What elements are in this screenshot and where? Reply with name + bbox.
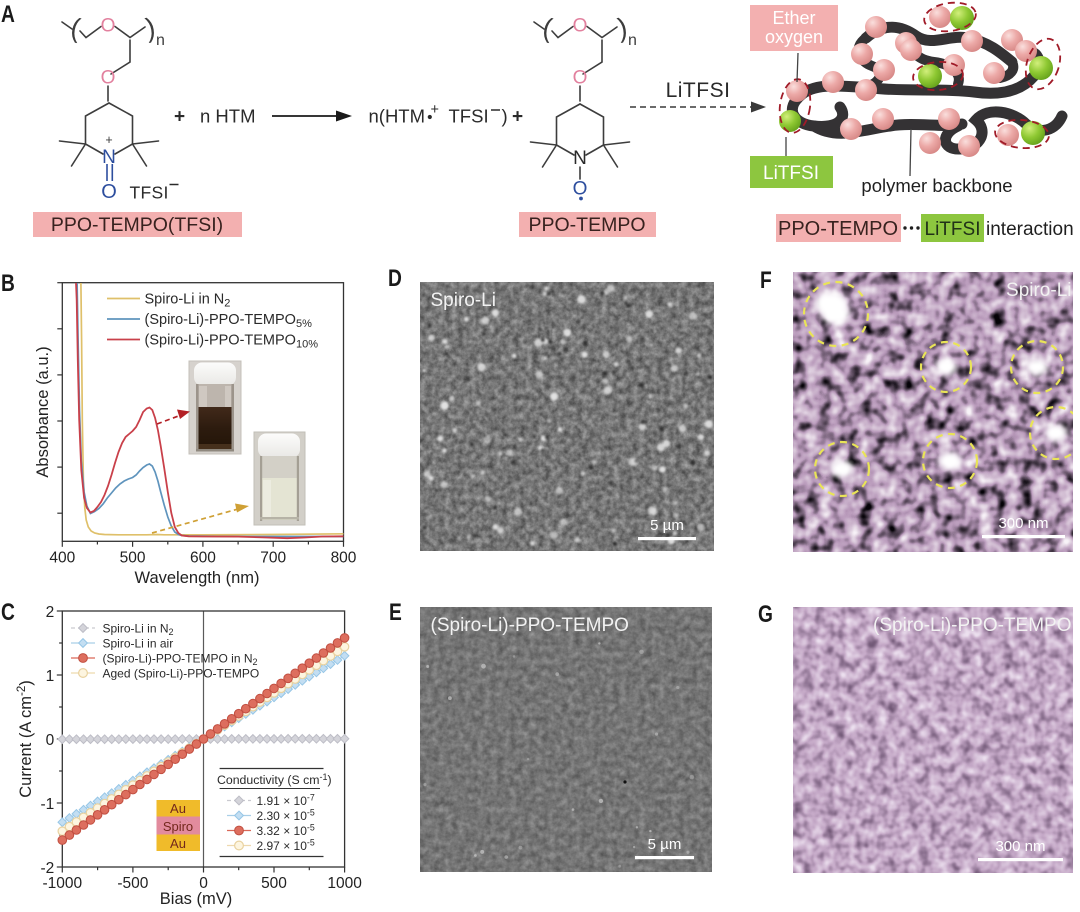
svg-text:(Spiro-Li)-PPO-TEMPO in N2: (Spiro-Li)-PPO-TEMPO in N2: [103, 652, 258, 668]
svg-text:LiTFSI: LiTFSI: [925, 219, 981, 240]
svg-text:O: O: [101, 181, 117, 203]
svg-text:700: 700: [260, 549, 286, 566]
svg-text:polymer backbone: polymer backbone: [861, 175, 1012, 196]
svg-text:5 µm: 5 µm: [650, 517, 684, 534]
svg-text:Spiro-Li in air: Spiro-Li in air: [103, 637, 174, 651]
svg-text:(Spiro-Li)-PPO-TEMPO10%: (Spiro-Li)-PPO-TEMPO10%: [145, 333, 319, 351]
svg-text:-2: -2: [41, 860, 55, 877]
svg-text:Spiro-Li in N2: Spiro-Li in N2: [103, 622, 174, 638]
svg-text:300 nm: 300 nm: [995, 838, 1045, 855]
svg-text:TFSI: TFSI: [449, 106, 489, 127]
svg-text:400: 400: [49, 549, 75, 566]
svg-text:0: 0: [199, 875, 208, 892]
svg-text:PPO-TEMPO: PPO-TEMPO: [528, 214, 645, 236]
svg-text:TFSI: TFSI: [130, 183, 169, 203]
svg-text:800: 800: [331, 549, 357, 566]
svg-text:O: O: [101, 16, 116, 37]
svg-text:Spiro-Li in N2: Spiro-Li in N2: [145, 292, 231, 310]
svg-text:Conductivity (S cm-1): Conductivity (S cm-1): [217, 772, 332, 787]
svg-text:+: +: [174, 107, 185, 128]
svg-text:O: O: [101, 68, 116, 89]
svg-text:N: N: [102, 147, 116, 168]
svg-text:Current (A cm-2): Current (A cm-2): [16, 680, 35, 798]
svg-text:5 µm: 5 µm: [648, 836, 682, 853]
svg-text:interaction: interaction: [986, 219, 1074, 240]
svg-text:Spiro-Li: Spiro-Li: [1006, 280, 1071, 301]
svg-text:PPO-TEMPO: PPO-TEMPO: [778, 218, 898, 240]
svg-text:0: 0: [46, 732, 55, 749]
svg-text:LiTFSI: LiTFSI: [666, 79, 731, 102]
svg-text:500: 500: [120, 549, 146, 566]
svg-text:600: 600: [190, 549, 216, 566]
svg-text:Absorbance (a.u.): Absorbance (a.u.): [34, 346, 52, 477]
svg-text:Au: Au: [170, 836, 186, 851]
svg-text:PPO-TEMPO(TFSI): PPO-TEMPO(TFSI): [51, 214, 223, 236]
svg-text:(Spiro-Li)-PPO-TEMPO: (Spiro-Li)-PPO-TEMPO: [431, 615, 629, 636]
svg-text:n: n: [156, 32, 165, 49]
svg-text:300 nm: 300 nm: [998, 515, 1048, 532]
svg-text:-500: -500: [117, 875, 148, 892]
svg-text:-1000: -1000: [42, 875, 82, 892]
svg-text:+: +: [431, 102, 439, 118]
svg-text:Spiro-Li: Spiro-Li: [431, 290, 496, 311]
svg-text:(Spiro-Li)-PPO-TEMPO5%: (Spiro-Li)-PPO-TEMPO5%: [145, 312, 313, 330]
svg-text:2.97 × 10-5: 2.97 × 10-5: [257, 838, 315, 854]
svg-text:Au: Au: [170, 801, 186, 816]
svg-text:Wavelength (nm): Wavelength (nm): [134, 569, 259, 587]
svg-text:LiTFSI: LiTFSI: [763, 163, 819, 184]
svg-text:(: (: [540, 13, 554, 44]
svg-text:2.30 × 10-5: 2.30 × 10-5: [257, 808, 315, 824]
svg-text:N: N: [573, 148, 587, 169]
svg-text:O: O: [573, 179, 588, 200]
svg-text:+: +: [512, 107, 523, 128]
svg-text:1000: 1000: [327, 875, 362, 892]
svg-text:Aged (Spiro-Li)-PPO-TEMPO: Aged (Spiro-Li)-PPO-TEMPO: [103, 667, 260, 681]
svg-text:3.32 × 10-5: 3.32 × 10-5: [257, 823, 315, 839]
svg-text:n(HTM: n(HTM: [369, 106, 426, 127]
svg-text:1.91 × 10-7: 1.91 × 10-7: [257, 793, 315, 809]
svg-text:2: 2: [46, 604, 55, 621]
svg-text:oxygen: oxygen: [765, 27, 823, 47]
svg-text:O: O: [573, 16, 588, 37]
svg-text:Ether: Ether: [772, 8, 815, 28]
svg-text:n HTM: n HTM: [200, 106, 256, 127]
svg-text:Spiro: Spiro: [163, 819, 193, 834]
svg-text:(Spiro-Li)-PPO-TEMPO: (Spiro-Li)-PPO-TEMPO: [873, 615, 1071, 636]
svg-text:(: (: [68, 13, 82, 44]
svg-text:Bias (mV): Bias (mV): [160, 890, 232, 908]
svg-text:1: 1: [46, 668, 55, 685]
svg-text:+: +: [105, 133, 112, 147]
svg-text:): ): [502, 106, 508, 127]
svg-text:n: n: [628, 32, 637, 49]
svg-text:-1: -1: [41, 796, 55, 813]
svg-text:O: O: [573, 68, 588, 89]
svg-text:500: 500: [261, 875, 287, 892]
